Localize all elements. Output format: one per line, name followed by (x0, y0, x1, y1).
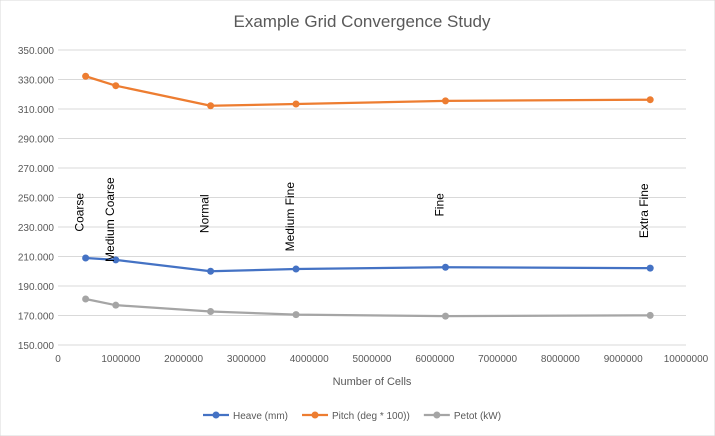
legend-item: Petot (kW) (423, 411, 501, 422)
grid-level-label: Fine (432, 193, 446, 217)
y-tick-label: 270.000 (18, 164, 55, 175)
legend-label: Pitch (deg * 100)) (332, 411, 410, 422)
chart-title: Example Grid Convergence Study (233, 12, 491, 31)
series-1 (82, 254, 654, 275)
data-point (207, 308, 215, 316)
y-tick-label: 350.000 (18, 46, 55, 57)
x-tick-label: 10000000 (664, 354, 709, 365)
data-point (292, 265, 300, 273)
data-point (646, 311, 654, 319)
x-axis-title: Number of Cells (333, 376, 412, 388)
data-point (441, 263, 449, 271)
data-point (112, 82, 120, 90)
legend-marker (433, 411, 441, 419)
y-axis-ticks: 150.000 170.000 190.000 210.000 230.000 250.0… (18, 46, 55, 352)
x-tick-label: 2000000 (164, 354, 203, 365)
y-tick-label: 150.000 (18, 341, 55, 352)
y-tick-label: 250.000 (18, 194, 55, 205)
grid-level-label: Extra Fine (637, 183, 651, 238)
x-tick-label: 1000000 (101, 354, 140, 365)
data-point (112, 256, 120, 264)
data-point (646, 264, 654, 272)
x-tick-label: 3000000 (227, 354, 266, 365)
series-2 (82, 72, 654, 110)
legend-label: Heave (mm) (233, 411, 288, 422)
y-tick-label: 210.000 (18, 253, 55, 264)
data-point (646, 96, 654, 104)
legend-label: Petot (kW) (454, 411, 501, 422)
x-tick-label: 8000000 (541, 354, 580, 365)
series-group (82, 72, 654, 320)
legend-item: Heave (mm) (203, 411, 288, 422)
series-line (84, 75, 652, 107)
data-point (207, 102, 215, 110)
legend-item: Pitch (deg * 100)) (302, 411, 410, 422)
series-3 (82, 295, 654, 320)
grid-level-label: Normal (198, 194, 212, 233)
x-tick-label: 6000000 (415, 354, 454, 365)
data-point (82, 72, 90, 80)
grid-level-label: Coarse (73, 193, 87, 232)
y-tick-label: 290.000 (18, 135, 55, 146)
y-tick-label: 170.000 (18, 312, 55, 323)
data-point (441, 97, 449, 105)
legend: Heave (mm) Pitch (deg * 100)) Petot (kW) (203, 411, 501, 422)
series-line (84, 256, 652, 273)
series-line (84, 297, 652, 318)
grid-level-label: Medium Coarse (103, 177, 117, 262)
data-point (112, 301, 120, 309)
x-tick-label: 5000000 (353, 354, 392, 365)
data-point (292, 100, 300, 108)
data-point (292, 311, 300, 319)
x-tick-label: 4000000 (290, 354, 329, 365)
x-axis-ticks: 0 1000000 2000000 3000000 4000000 5000000 6000… (55, 354, 708, 365)
legend-marker (212, 411, 220, 419)
data-point (82, 295, 90, 303)
grid-level-label: Medium Fine (283, 182, 297, 252)
y-tick-label: 310.000 (18, 105, 55, 116)
x-tick-label: 9000000 (604, 354, 643, 365)
data-point (207, 267, 215, 275)
y-tick-label: 330.000 (18, 76, 55, 87)
data-point (441, 312, 449, 320)
data-point (82, 254, 90, 262)
x-tick-label: 0 (55, 354, 61, 365)
annotations-group: Coarse Medium Coarse Normal Medium Fine Fine… (73, 177, 652, 262)
x-tick-label: 7000000 (478, 354, 517, 365)
y-tick-label: 230.000 (18, 223, 55, 234)
legend-marker (311, 411, 319, 419)
y-tick-label: 190.000 (18, 282, 55, 293)
